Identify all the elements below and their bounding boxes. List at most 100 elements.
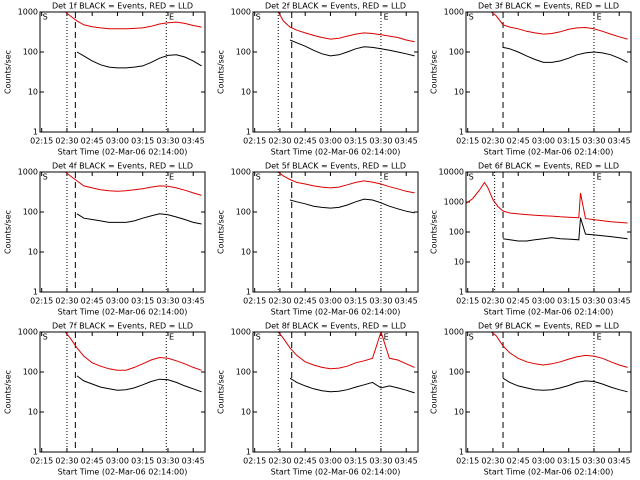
x-tick-label: 02:15	[243, 297, 266, 306]
y-axis-label: Counts/sec	[430, 50, 439, 94]
x-tick-label: 02:45	[294, 457, 317, 466]
panel: Det 3f BLACK = Events, RED = LLD Start Ti…	[430, 2, 632, 157]
panel: Det 1f BLACK = Events, RED = LLD Start Ti…	[4, 2, 206, 157]
y-tick-label: 1	[459, 128, 464, 137]
y-tick-label: 100	[23, 368, 38, 377]
x-tick-label: 02:15	[456, 137, 479, 146]
panel-title: Det 1f BLACK = Events, RED = LLD	[52, 2, 193, 11]
y-axis-label: Counts/sec	[4, 210, 13, 254]
y-tick-label: 100	[236, 48, 251, 57]
annotation: S	[256, 13, 261, 22]
series-line	[466, 181, 628, 224]
x-tick-label: 03:15	[344, 297, 367, 306]
x-tick-label: 02:45	[507, 137, 530, 146]
y-tick-label: 1000	[18, 8, 38, 17]
x-tick-label: 03:00	[532, 457, 555, 466]
x-tick-label: 02:30	[268, 137, 291, 146]
panel-title: Det 6f BLACK = Events, RED = LLD	[478, 162, 619, 171]
x-tick-label: 03:00	[532, 297, 555, 306]
annotation: S	[469, 13, 474, 22]
panel-title: Det 3f BLACK = Events, RED = LLD	[478, 2, 619, 11]
x-tick-label: 02:45	[81, 297, 104, 306]
x-tick-label: 02:30	[55, 457, 78, 466]
x-tick-label: 03:45	[182, 137, 205, 146]
panel-title: Det 4f BLACK = Events, RED = LLD	[52, 162, 193, 171]
y-tick-label: 10	[454, 88, 464, 97]
x-tick-label: 02:15	[30, 457, 53, 466]
y-axis-label: Counts/sec	[4, 370, 13, 414]
series-line	[289, 377, 415, 394]
y-tick-label: 1000	[231, 8, 251, 17]
annotation: S	[256, 333, 261, 342]
y-tick-label: 1000	[444, 328, 464, 337]
plot-frame	[465, 11, 632, 133]
y-axis-label: Counts/sec	[217, 50, 226, 94]
series-line	[490, 12, 628, 40]
annotation: S	[43, 173, 48, 182]
series-line	[289, 39, 415, 57]
x-tick-label: 02:45	[507, 297, 530, 306]
annotation: S	[469, 333, 474, 342]
x-tick-label: 03:15	[131, 297, 154, 306]
x-tick-label: 03:15	[131, 457, 154, 466]
x-tick-label: 02:30	[481, 297, 504, 306]
x-tick-label: 03:30	[156, 457, 179, 466]
x-tick-label: 03:15	[557, 137, 580, 146]
y-tick-label: 1000	[444, 8, 464, 17]
x-tick-label: 03:30	[582, 297, 605, 306]
annotation: E	[597, 333, 602, 342]
x-tick-label: 03:15	[344, 457, 367, 466]
y-tick-label: 10	[241, 408, 251, 417]
x-axis-label: Start Time (02-Mar-06 02:14:00)	[271, 148, 401, 157]
y-tick-label: 10000	[439, 168, 464, 177]
x-tick-label: 03:00	[319, 297, 342, 306]
x-tick-label: 03:15	[557, 297, 580, 306]
annotation: E	[597, 13, 602, 22]
panel: Det 5f BLACK = Events, RED = LLD Start Ti…	[217, 162, 419, 317]
x-tick-label: 02:15	[30, 137, 53, 146]
x-tick-label: 03:45	[395, 297, 418, 306]
x-tick-label: 03:45	[395, 457, 418, 466]
y-tick-label: 1000	[231, 168, 251, 177]
annotation: E	[384, 13, 389, 22]
series-line	[502, 377, 628, 393]
x-axis-label: Start Time (02-Mar-06 02:14:00)	[271, 308, 401, 317]
y-tick-label: 100	[236, 208, 251, 217]
annotation: E	[384, 173, 389, 182]
y-tick-label: 1	[246, 128, 251, 137]
y-tick-label: 1000	[231, 328, 251, 337]
y-tick-label: 100	[236, 368, 251, 377]
x-tick-label: 03:30	[582, 457, 605, 466]
y-tick-label: 1000	[18, 168, 38, 177]
y-tick-label: 10	[454, 258, 464, 267]
plot-frame	[39, 331, 206, 453]
series-line	[502, 46, 628, 63]
x-axis-label: Start Time (02-Mar-06 02:14:00)	[484, 308, 614, 317]
x-tick-label: 03:00	[319, 137, 342, 146]
x-tick-label: 02:45	[294, 297, 317, 306]
x-tick-label: 03:30	[369, 137, 392, 146]
series-line	[490, 332, 628, 368]
annotation: S	[43, 333, 48, 342]
x-tick-label: 02:15	[456, 457, 479, 466]
panel-title: Det 2f BLACK = Events, RED = LLD	[265, 2, 406, 11]
annotation: S	[256, 173, 261, 182]
panel-title: Det 9f BLACK = Events, RED = LLD	[478, 322, 619, 331]
x-tick-label: 03:30	[156, 297, 179, 306]
x-tick-label: 03:45	[608, 457, 631, 466]
x-tick-label: 02:30	[481, 457, 504, 466]
y-axis-label: Counts/sec	[217, 370, 226, 414]
y-tick-label: 10	[241, 248, 251, 257]
y-tick-label: 10	[28, 248, 38, 257]
x-tick-label: 03:30	[369, 297, 392, 306]
series-line	[64, 12, 202, 30]
series-line	[76, 51, 202, 69]
x-axis-label: Start Time (02-Mar-06 02:14:00)	[58, 468, 188, 477]
y-tick-label: 1	[33, 128, 38, 137]
panel: Det 6f BLACK = Events, RED = LLD Start Ti…	[430, 162, 632, 317]
panel-title: Det 5f BLACK = Events, RED = LLD	[265, 162, 406, 171]
x-tick-label: 02:15	[30, 297, 53, 306]
x-tick-label: 03:00	[319, 457, 342, 466]
panel-title: Det 7f BLACK = Events, RED = LLD	[52, 322, 193, 331]
